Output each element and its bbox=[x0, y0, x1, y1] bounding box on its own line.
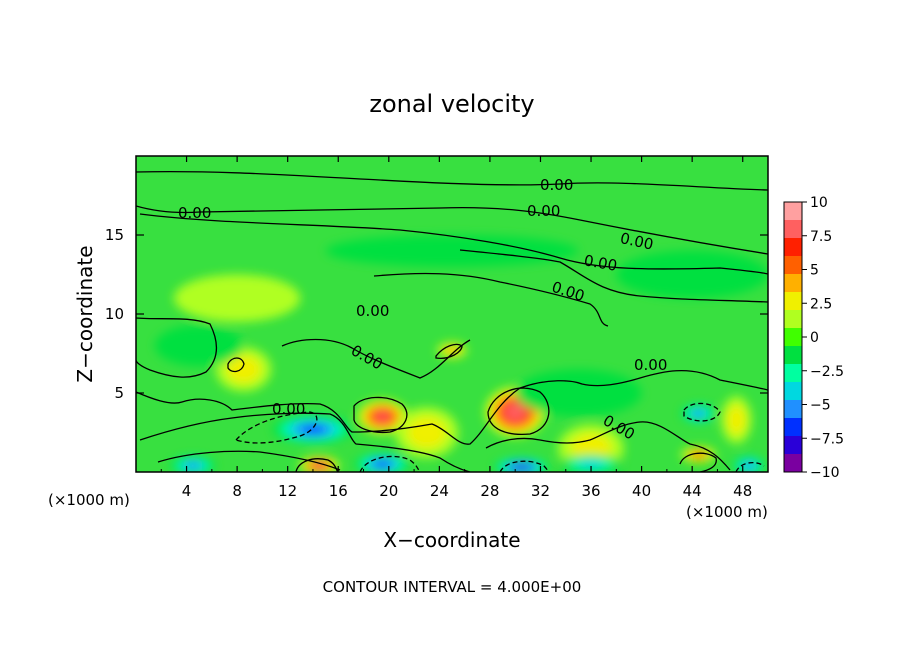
heatmap-blob bbox=[445, 346, 459, 354]
contour-line bbox=[735, 461, 765, 472]
heatmap-blob bbox=[301, 425, 325, 434]
heatmap-blobs bbox=[154, 235, 768, 472]
colorbar-tick-label: −10 bbox=[810, 465, 840, 481]
contour-line bbox=[139, 412, 471, 472]
contour-label: 0.00 bbox=[583, 251, 619, 275]
contour-line bbox=[136, 170, 768, 191]
heatmap-blob bbox=[727, 405, 746, 435]
contour-interval-footer: CONTOUR INTERVAL = 4.000E+00 bbox=[323, 578, 582, 596]
x-unit-right: (×1000 m) bbox=[686, 503, 768, 521]
x-unit-left: (×1000 m) bbox=[48, 491, 130, 509]
x-axis-label: X−coordinate bbox=[383, 528, 520, 552]
y-tick-label: 15 bbox=[105, 226, 124, 244]
contour-line bbox=[679, 452, 717, 472]
heatmap-blob bbox=[616, 250, 768, 299]
heatmap-blob bbox=[171, 332, 227, 359]
heatmap-blob bbox=[743, 462, 755, 469]
colorbar-tick-label: −7.5 bbox=[810, 431, 844, 447]
contour-label: 0.00 bbox=[272, 400, 305, 418]
contour-line bbox=[487, 387, 550, 436]
contour-line bbox=[234, 411, 318, 444]
heatmap-blob bbox=[692, 410, 705, 417]
colorbar-tick-label: 10 bbox=[810, 195, 828, 211]
colorbar-tick-label: −2.5 bbox=[810, 364, 844, 380]
contour-line bbox=[281, 338, 471, 379]
plot-area: 0.00 0.00 0.00 0.00 0.00 0.00 0.00 0.00 … bbox=[136, 156, 768, 472]
contour-line bbox=[157, 450, 341, 471]
y-axis-label: Z−coordinate bbox=[73, 245, 97, 382]
contour-line bbox=[499, 460, 549, 472]
y-tick-label: 10 bbox=[105, 305, 124, 323]
colorbar-tick-label: −5 bbox=[810, 398, 831, 414]
x-axis: 4 8 12 16 20 24 28 32 36 40 44 48 bbox=[160, 156, 752, 500]
colorbar-tick-label: 7.5 bbox=[810, 229, 832, 245]
heatmap-blob bbox=[407, 416, 447, 449]
chart-title: zonal velocity bbox=[369, 90, 534, 118]
contour-label: 0.00 bbox=[178, 204, 211, 222]
contour-line bbox=[683, 402, 721, 422]
x-tick-label: 16 bbox=[329, 482, 348, 500]
contour-line bbox=[373, 272, 609, 327]
y-tick-label: 5 bbox=[114, 384, 124, 402]
heatmap-blob bbox=[184, 462, 201, 469]
colorbar-tick-label: 2.5 bbox=[810, 296, 832, 312]
x-tick-label: 24 bbox=[430, 482, 449, 500]
x-tick-label: 8 bbox=[232, 482, 242, 500]
x-tick-label: 28 bbox=[480, 482, 499, 500]
heatmap-blob bbox=[576, 459, 606, 469]
contour-line bbox=[136, 317, 217, 378]
x-tick-label: 44 bbox=[683, 482, 702, 500]
contour-line bbox=[295, 458, 339, 472]
colorbar-ticks: 10 7.5 5 2.5 0 −2.5 −5 −7.5 −10 bbox=[802, 195, 844, 481]
contour-line bbox=[435, 343, 463, 359]
heatmap-blob bbox=[508, 406, 522, 418]
contour-label: 0.00 bbox=[527, 202, 560, 220]
heatmap-blob bbox=[173, 274, 301, 322]
contour-line bbox=[139, 213, 768, 275]
x-tick-label: 36 bbox=[581, 482, 600, 500]
heatmap-blob bbox=[376, 412, 389, 421]
x-tick-label: 32 bbox=[531, 482, 550, 500]
colorbar: 10 7.5 5 2.5 0 −2.5 −5 −7.5 −10 bbox=[783, 195, 844, 481]
colorbar-tick-label: 0 bbox=[810, 330, 819, 346]
contour-line bbox=[227, 357, 245, 373]
heatmap-blob bbox=[226, 355, 261, 383]
contour-label: 0.00 bbox=[540, 176, 573, 194]
contour-lines bbox=[136, 170, 768, 472]
contour-line bbox=[359, 455, 421, 472]
x-tick-label: 12 bbox=[278, 482, 297, 500]
contour-line bbox=[353, 396, 408, 434]
x-tick-label: 40 bbox=[632, 482, 651, 500]
contour-line bbox=[136, 370, 768, 445]
heatmap-blob bbox=[325, 235, 579, 267]
contour-line bbox=[136, 205, 768, 255]
x-tick-label: 20 bbox=[379, 482, 398, 500]
heatmap-blob bbox=[514, 464, 529, 470]
contour-line bbox=[485, 421, 731, 471]
y-axis: 5 10 15 bbox=[105, 226, 768, 402]
contour-line bbox=[459, 249, 768, 303]
x-tick-label: 48 bbox=[733, 482, 752, 500]
contour-label: 0.00 bbox=[634, 356, 667, 374]
x-tick-label: 4 bbox=[182, 482, 192, 500]
contour-label: 0.00 bbox=[356, 302, 389, 320]
colorbar-gradient bbox=[783, 201, 803, 473]
colorbar-tick-label: 5 bbox=[810, 263, 819, 279]
heatmap-blob bbox=[374, 460, 391, 468]
